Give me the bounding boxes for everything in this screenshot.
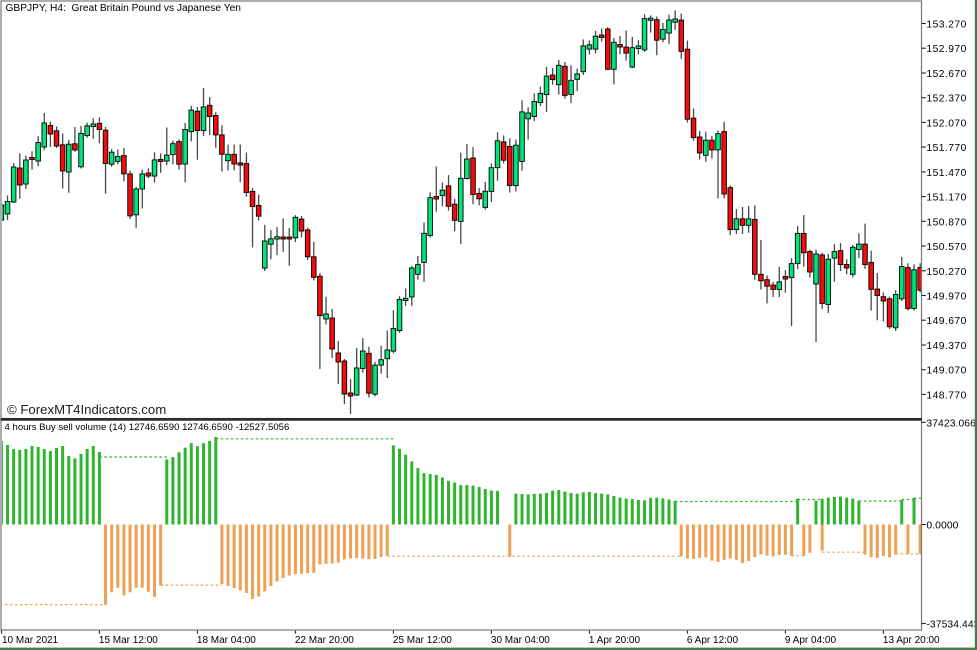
svg-text:4 hours Buy sell volume (14) 1: 4 hours Buy sell volume (14) 12746.6590 … [5, 422, 290, 433]
svg-text:1 Apr 20:00: 1 Apr 20:00 [589, 635, 641, 646]
svg-text:151.470: 151.470 [926, 168, 966, 179]
svg-text:148.770: 148.770 [926, 390, 966, 401]
svg-text:152.970: 152.970 [926, 44, 966, 55]
svg-text:150.570: 150.570 [926, 242, 966, 253]
svg-text:149.970: 149.970 [926, 292, 966, 303]
svg-text:149.370: 149.370 [926, 341, 966, 352]
svg-text:150.270: 150.270 [926, 267, 966, 278]
svg-text:0.0000: 0.0000 [926, 521, 958, 532]
svg-text:-37534.4437: -37534.4437 [926, 620, 977, 631]
svg-text:153.270: 153.270 [926, 20, 966, 31]
svg-text:6 Apr 12:00: 6 Apr 12:00 [687, 635, 739, 646]
svg-text:© ForexMT4Indicators.com: © ForexMT4Indicators.com [7, 402, 166, 417]
svg-text:13 Apr 20:00: 13 Apr 20:00 [883, 635, 940, 646]
svg-text:37423.0669: 37423.0669 [926, 418, 977, 429]
svg-text:149.670: 149.670 [926, 316, 966, 327]
svg-text:25 Mar 12:00: 25 Mar 12:00 [393, 635, 452, 646]
svg-text:151.770: 151.770 [926, 143, 966, 154]
svg-text:152.670: 152.670 [926, 69, 966, 80]
svg-text:15 Mar 12:00: 15 Mar 12:00 [99, 635, 158, 646]
svg-text:150.870: 150.870 [926, 217, 966, 228]
svg-text:30 Mar 04:00: 30 Mar 04:00 [491, 635, 550, 646]
svg-text:149.070: 149.070 [926, 366, 966, 377]
svg-text:151.170: 151.170 [926, 193, 966, 204]
svg-text:22 Mar 20:00: 22 Mar 20:00 [295, 635, 354, 646]
svg-text:9 Apr 04:00: 9 Apr 04:00 [785, 635, 837, 646]
svg-text:10 Mar 2021: 10 Mar 2021 [2, 635, 59, 646]
svg-text:152.070: 152.070 [926, 118, 966, 129]
svg-text:152.370: 152.370 [926, 94, 966, 105]
svg-text:18 Mar 04:00: 18 Mar 04:00 [197, 635, 256, 646]
svg-text:GBPJPY, H4: Great Britain Pou: GBPJPY, H4: Great Britain Pound vs Japan… [6, 3, 241, 14]
